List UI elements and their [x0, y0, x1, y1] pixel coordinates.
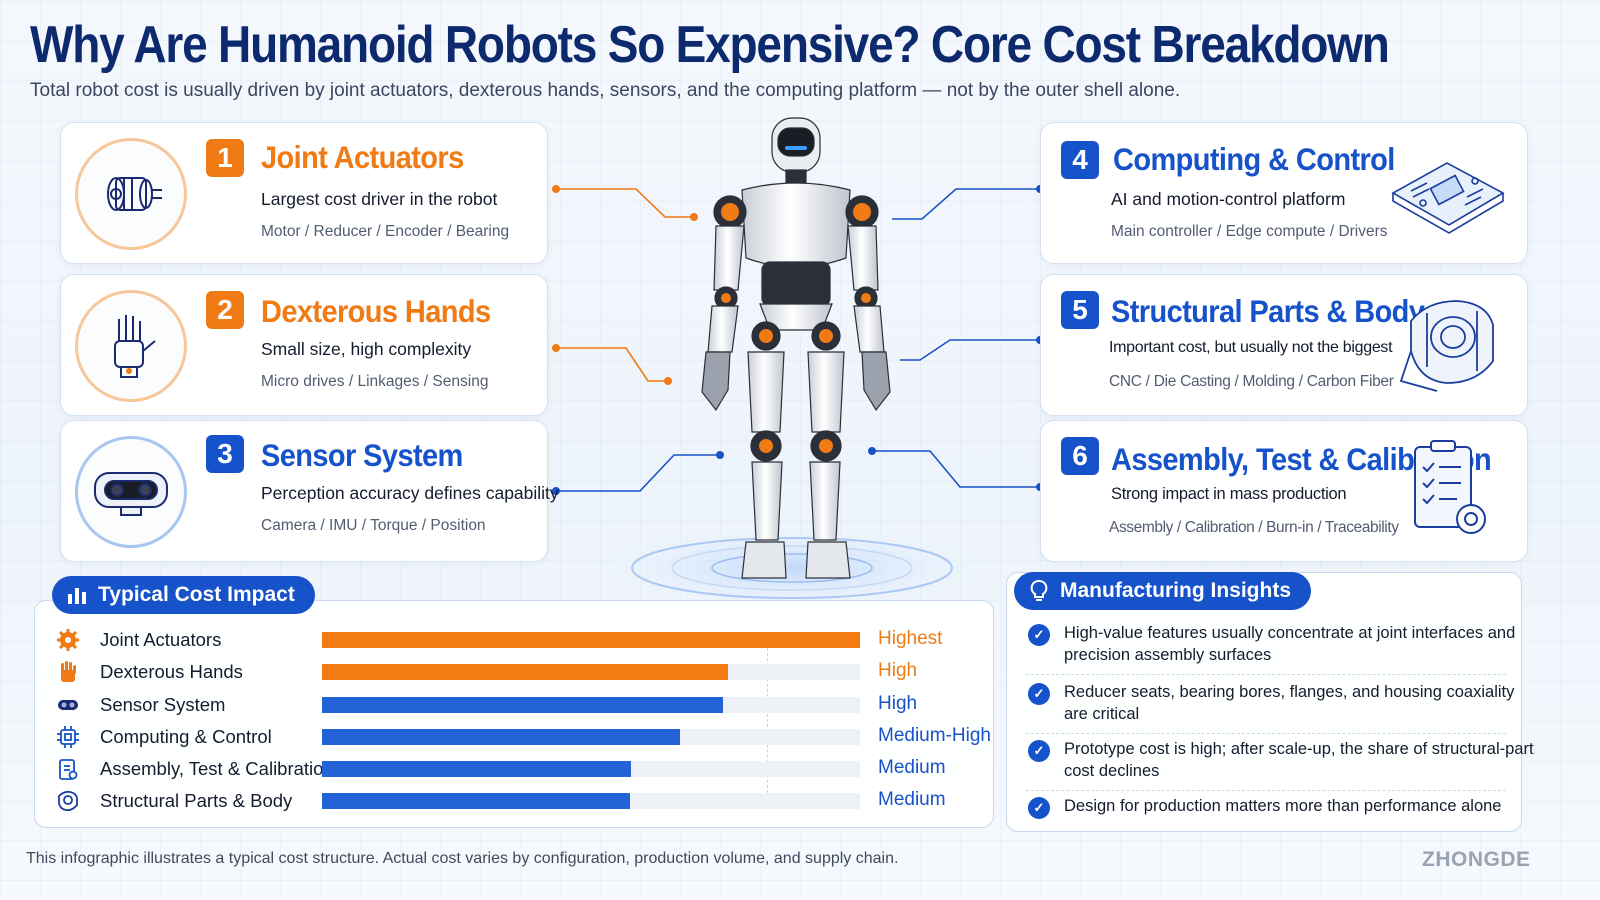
card-number: 2 — [206, 291, 244, 329]
cost-row: Dexterous Hands High — [56, 658, 996, 686]
cost-row-label: Dexterous Hands — [100, 661, 243, 682]
card-components: Main controller / Edge compute / Drivers — [1111, 223, 1388, 240]
insight-text: High-value features usually concentrate … — [1064, 624, 1516, 664]
actuator-icon — [75, 138, 187, 250]
check-icon: ✓ — [1028, 797, 1050, 819]
card-description: Largest cost driver in the robot — [261, 189, 498, 209]
cost-row-label: Sensor System — [100, 694, 226, 715]
insight-item: ✓ Design for production matters more than… — [1028, 795, 1528, 819]
card-components: Camera / IMU / Torque / Position — [261, 517, 486, 534]
check-icon: ✓ — [1028, 683, 1050, 705]
cost-row: Computing & Control Medium-High — [56, 723, 996, 751]
card-title: Structural Parts & Body — [1111, 295, 1425, 330]
card-assembly-test: 6 Assembly, Test & Calibration Strong im… — [1040, 420, 1528, 562]
card-title: Computing & Control — [1113, 143, 1395, 178]
lightbulb-icon — [1030, 580, 1048, 601]
card-title: Joint Actuators — [261, 141, 464, 176]
cost-level: Medium — [878, 757, 946, 778]
card-description: AI and motion-control platform — [1111, 189, 1346, 209]
card-number: 5 — [1061, 291, 1099, 329]
card-components: CNC / Die Casting / Molding / Carbon Fib… — [1109, 373, 1394, 390]
cost-row-label: Assembly, Test & Calibration — [100, 758, 334, 779]
cost-bar-track — [322, 761, 860, 777]
card-components: Assembly / Calibration / Burn-in / Trace… — [1109, 519, 1399, 536]
gear-icon — [56, 628, 80, 652]
chip-icon — [56, 725, 80, 749]
card-description: Strong impact in mass production — [1111, 485, 1347, 503]
card-joint-actuators: 1 Joint Actuators Largest cost driver in… — [60, 122, 548, 264]
camera-sensor-icon — [75, 436, 187, 548]
cost-bar — [322, 697, 723, 713]
card-description: Important cost, but usually not the bigg… — [1109, 339, 1393, 356]
insight-item: ✓ High-value features usually concentrate… — [1028, 622, 1528, 668]
cost-bar — [322, 793, 630, 809]
card-number: 1 — [206, 139, 244, 177]
insight-text: Design for production matters more than … — [1064, 797, 1502, 815]
circuit-board-icon — [1383, 145, 1513, 246]
cost-row: Assembly, Test & Calibration Medium — [56, 755, 996, 783]
insight-text: Prototype cost is high; after scale-up, … — [1064, 740, 1534, 780]
reference-gridline — [767, 638, 768, 808]
card-number: 6 — [1061, 437, 1099, 475]
check-icon: ✓ — [1028, 740, 1050, 762]
card-components: Motor / Reducer / Encoder / Bearing — [261, 223, 510, 240]
insight-divider — [1026, 790, 1506, 791]
cost-bar — [322, 729, 680, 745]
cost-bar-track — [322, 729, 860, 745]
card-number: 4 — [1061, 141, 1099, 179]
cost-bar — [322, 761, 632, 777]
insights-panel — [1006, 572, 1522, 832]
check-icon: ✓ — [1028, 624, 1050, 646]
clipboard-icon — [56, 757, 80, 781]
cost-bar-track — [322, 697, 860, 713]
cost-bar-track — [322, 632, 860, 648]
bar-chart-icon — [68, 588, 86, 604]
cost-row-label: Structural Parts & Body — [100, 790, 293, 811]
card-title: Sensor System — [261, 439, 463, 474]
insights-header: Manufacturing Insights — [1014, 572, 1311, 610]
cost-impact-title: Typical Cost Impact — [98, 583, 295, 606]
hand-icon — [56, 660, 80, 684]
insight-divider — [1026, 674, 1506, 675]
card-description: Small size, high complexity — [261, 339, 472, 359]
housing-part-icon — [1397, 291, 1507, 406]
card-number: 3 — [206, 435, 244, 473]
cost-row: Structural Parts & Body Medium — [56, 787, 996, 815]
robot-hand-icon — [75, 290, 187, 402]
cost-level: Medium — [878, 789, 946, 810]
insight-item: ✓ Reducer seats, bearing bores, flanges, … — [1028, 681, 1528, 727]
card-title: Dexterous Hands — [261, 295, 491, 330]
checklist-gear-icon — [1407, 437, 1497, 552]
cost-row-label: Joint Actuators — [100, 629, 222, 650]
card-computing-control: 4 Computing & Control AI and motion-cont… — [1040, 122, 1528, 264]
cost-bar-track — [322, 793, 860, 809]
card-dexterous-hands: 2 Dexterous Hands Small size, high compl… — [60, 274, 548, 416]
insight-divider — [1026, 733, 1506, 734]
cost-level: Medium-High — [878, 725, 991, 746]
card-description: Perception accuracy defines capability — [261, 483, 559, 503]
cost-bar — [322, 632, 860, 648]
cost-row: Sensor System High — [56, 691, 996, 719]
page-title: Why Are Humanoid Robots So Expensive? Co… — [30, 15, 1390, 74]
insights-title: Manufacturing Insights — [1060, 579, 1291, 602]
cost-impact-header: Typical Cost Impact — [52, 576, 315, 614]
insight-item: ✓ Prototype cost is high; after scale-up,… — [1028, 738, 1534, 784]
footnote: This infographic illustrates a typical c… — [26, 850, 899, 867]
brand-logo: ZHONGDE — [1422, 848, 1531, 871]
card-sensor-system: 3 Sensor System Perception accuracy defi… — [60, 420, 559, 562]
cost-level: High — [878, 660, 918, 681]
cost-row-label: Computing & Control — [100, 726, 272, 747]
page-subtitle: Total robot cost is usually driven by jo… — [30, 80, 1181, 101]
cost-row: Joint Actuators Highest — [56, 626, 996, 654]
sensor-icon — [56, 693, 80, 717]
cost-level: Highest — [878, 628, 943, 649]
cost-bar — [322, 664, 729, 680]
cost-level: High — [878, 693, 918, 714]
cost-bar-track — [322, 664, 860, 680]
insight-text: Reducer seats, bearing bores, flanges, a… — [1064, 683, 1515, 723]
card-structural-parts: 5 Structural Parts & Body Important cost… — [1040, 274, 1528, 416]
card-components: Micro drives / Linkages / Sensing — [261, 373, 489, 390]
part-icon — [56, 789, 80, 813]
